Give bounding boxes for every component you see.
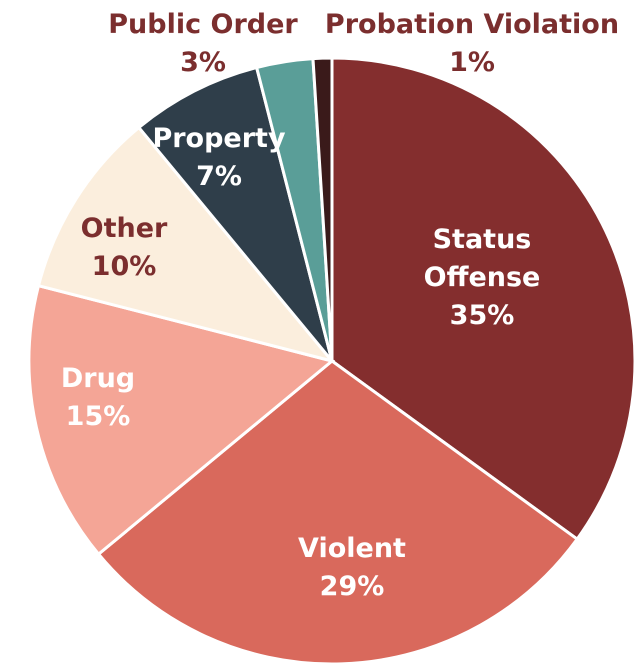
pie-slice — [96, 359, 580, 665]
pie-slice — [136, 65, 334, 362]
pie-slice — [27, 283, 336, 557]
value-label: 7% — [196, 161, 242, 192]
category-label: Status Offense — [423, 224, 541, 293]
slice-label: Probation Violation 1% — [325, 6, 619, 82]
slice-label: Status Offense 35% — [407, 221, 557, 335]
slice-label: Property 7% — [152, 120, 285, 196]
category-label: Probation Violation — [324, 9, 620, 40]
category-label: Other — [80, 213, 168, 244]
slice-label: Public Order 3% — [108, 6, 297, 82]
slice-label: Other 10% — [81, 210, 168, 286]
value-label: 15% — [65, 401, 131, 432]
value-label: 3% — [180, 47, 226, 78]
slice-label: Drug 15% — [61, 360, 135, 436]
pie-slice — [330, 56, 637, 542]
category-label: Violent — [298, 533, 406, 564]
value-label: 10% — [91, 251, 157, 282]
pie-slice — [36, 125, 337, 364]
category-label: Property — [152, 123, 286, 154]
value-label: 29% — [319, 571, 385, 602]
category-label: Public Order — [108, 9, 298, 40]
category-label: Drug — [60, 363, 136, 394]
slice-label: Violent 29% — [298, 530, 406, 606]
value-label: 1% — [449, 47, 495, 78]
value-label: 35% — [449, 300, 515, 331]
pie-slice — [311, 56, 334, 362]
